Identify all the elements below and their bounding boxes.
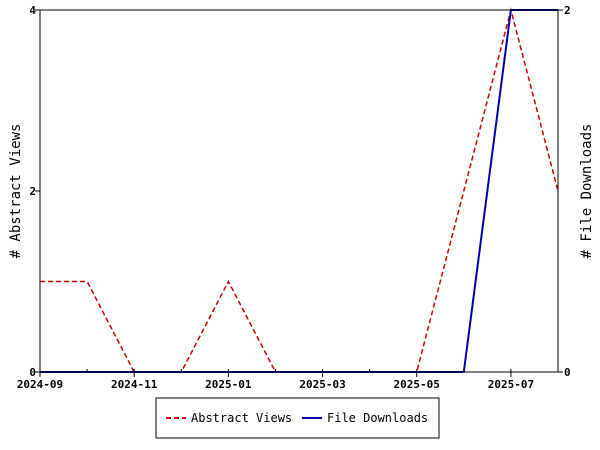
y-tick-label: 4 xyxy=(29,4,36,17)
x-tick-label: 2025-07 xyxy=(488,378,534,391)
x-tick-label: 2024-09 xyxy=(17,378,63,391)
y-tick-label: 2 xyxy=(29,185,36,198)
y-axis-title: # Abstract Views xyxy=(8,124,24,259)
y2-tick-label: 2 xyxy=(564,4,571,17)
x-tick-label: 2025-01 xyxy=(205,378,252,391)
series-line-file-downloads xyxy=(40,9,558,373)
plot-frame xyxy=(39,9,559,373)
legend: Abstract Views File Downloads xyxy=(155,397,440,439)
series-layer xyxy=(40,7,559,373)
series-line-abstract-views xyxy=(40,7,559,373)
y2-tick-label: 0 xyxy=(564,366,571,379)
ticks-layer: 2024-09 2024-11 2025-01 2025-03 2025-05 2025-… xyxy=(17,4,571,391)
x-tick-label: 2025-05 xyxy=(394,378,440,391)
legend-label: File Downloads xyxy=(327,411,428,425)
y2-axis-title: # File Downloads xyxy=(579,124,595,259)
x-tick-label: 2025-03 xyxy=(299,378,345,391)
y-tick-label: 0 xyxy=(29,366,36,379)
legend-label: Abstract Views xyxy=(191,411,292,425)
x-tick-label: 2024-11 xyxy=(111,378,158,391)
legend-box xyxy=(155,397,440,439)
